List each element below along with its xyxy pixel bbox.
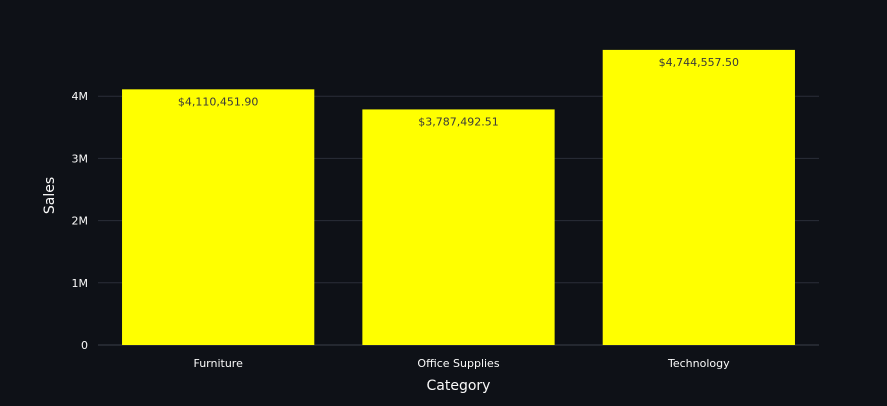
bar-data-label: $4,110,451.90 xyxy=(178,95,258,108)
bar-data-label: $4,744,557.50 xyxy=(659,56,739,69)
x-tick-layer: Furniture Office Supplies Technology xyxy=(193,357,730,370)
bar[interactable] xyxy=(122,89,315,345)
y-tick-label: 2M xyxy=(72,215,89,228)
y-tick-layer: 0 1M 2M 3M 4M xyxy=(72,90,89,352)
y-tick-label: 1M xyxy=(72,277,89,290)
bar[interactable] xyxy=(362,109,555,345)
y-axis-title: Sales xyxy=(42,177,58,214)
y-tick-label: 4M xyxy=(72,90,89,103)
bar-layer xyxy=(122,49,795,346)
x-axis-title: Category xyxy=(427,378,491,394)
x-tick-label: Furniture xyxy=(193,357,243,370)
bar[interactable] xyxy=(602,49,795,346)
data-label-layer: $4,110,451.90 $3,787,492.51 $4,744,557.50 xyxy=(178,56,739,129)
bar-data-label: $3,787,492.51 xyxy=(418,115,498,128)
x-tick-label: Office Supplies xyxy=(417,357,499,370)
x-tick-label: Technology xyxy=(667,357,730,370)
y-tick-label: 0 xyxy=(81,339,88,352)
y-tick-label: 3M xyxy=(72,152,89,165)
